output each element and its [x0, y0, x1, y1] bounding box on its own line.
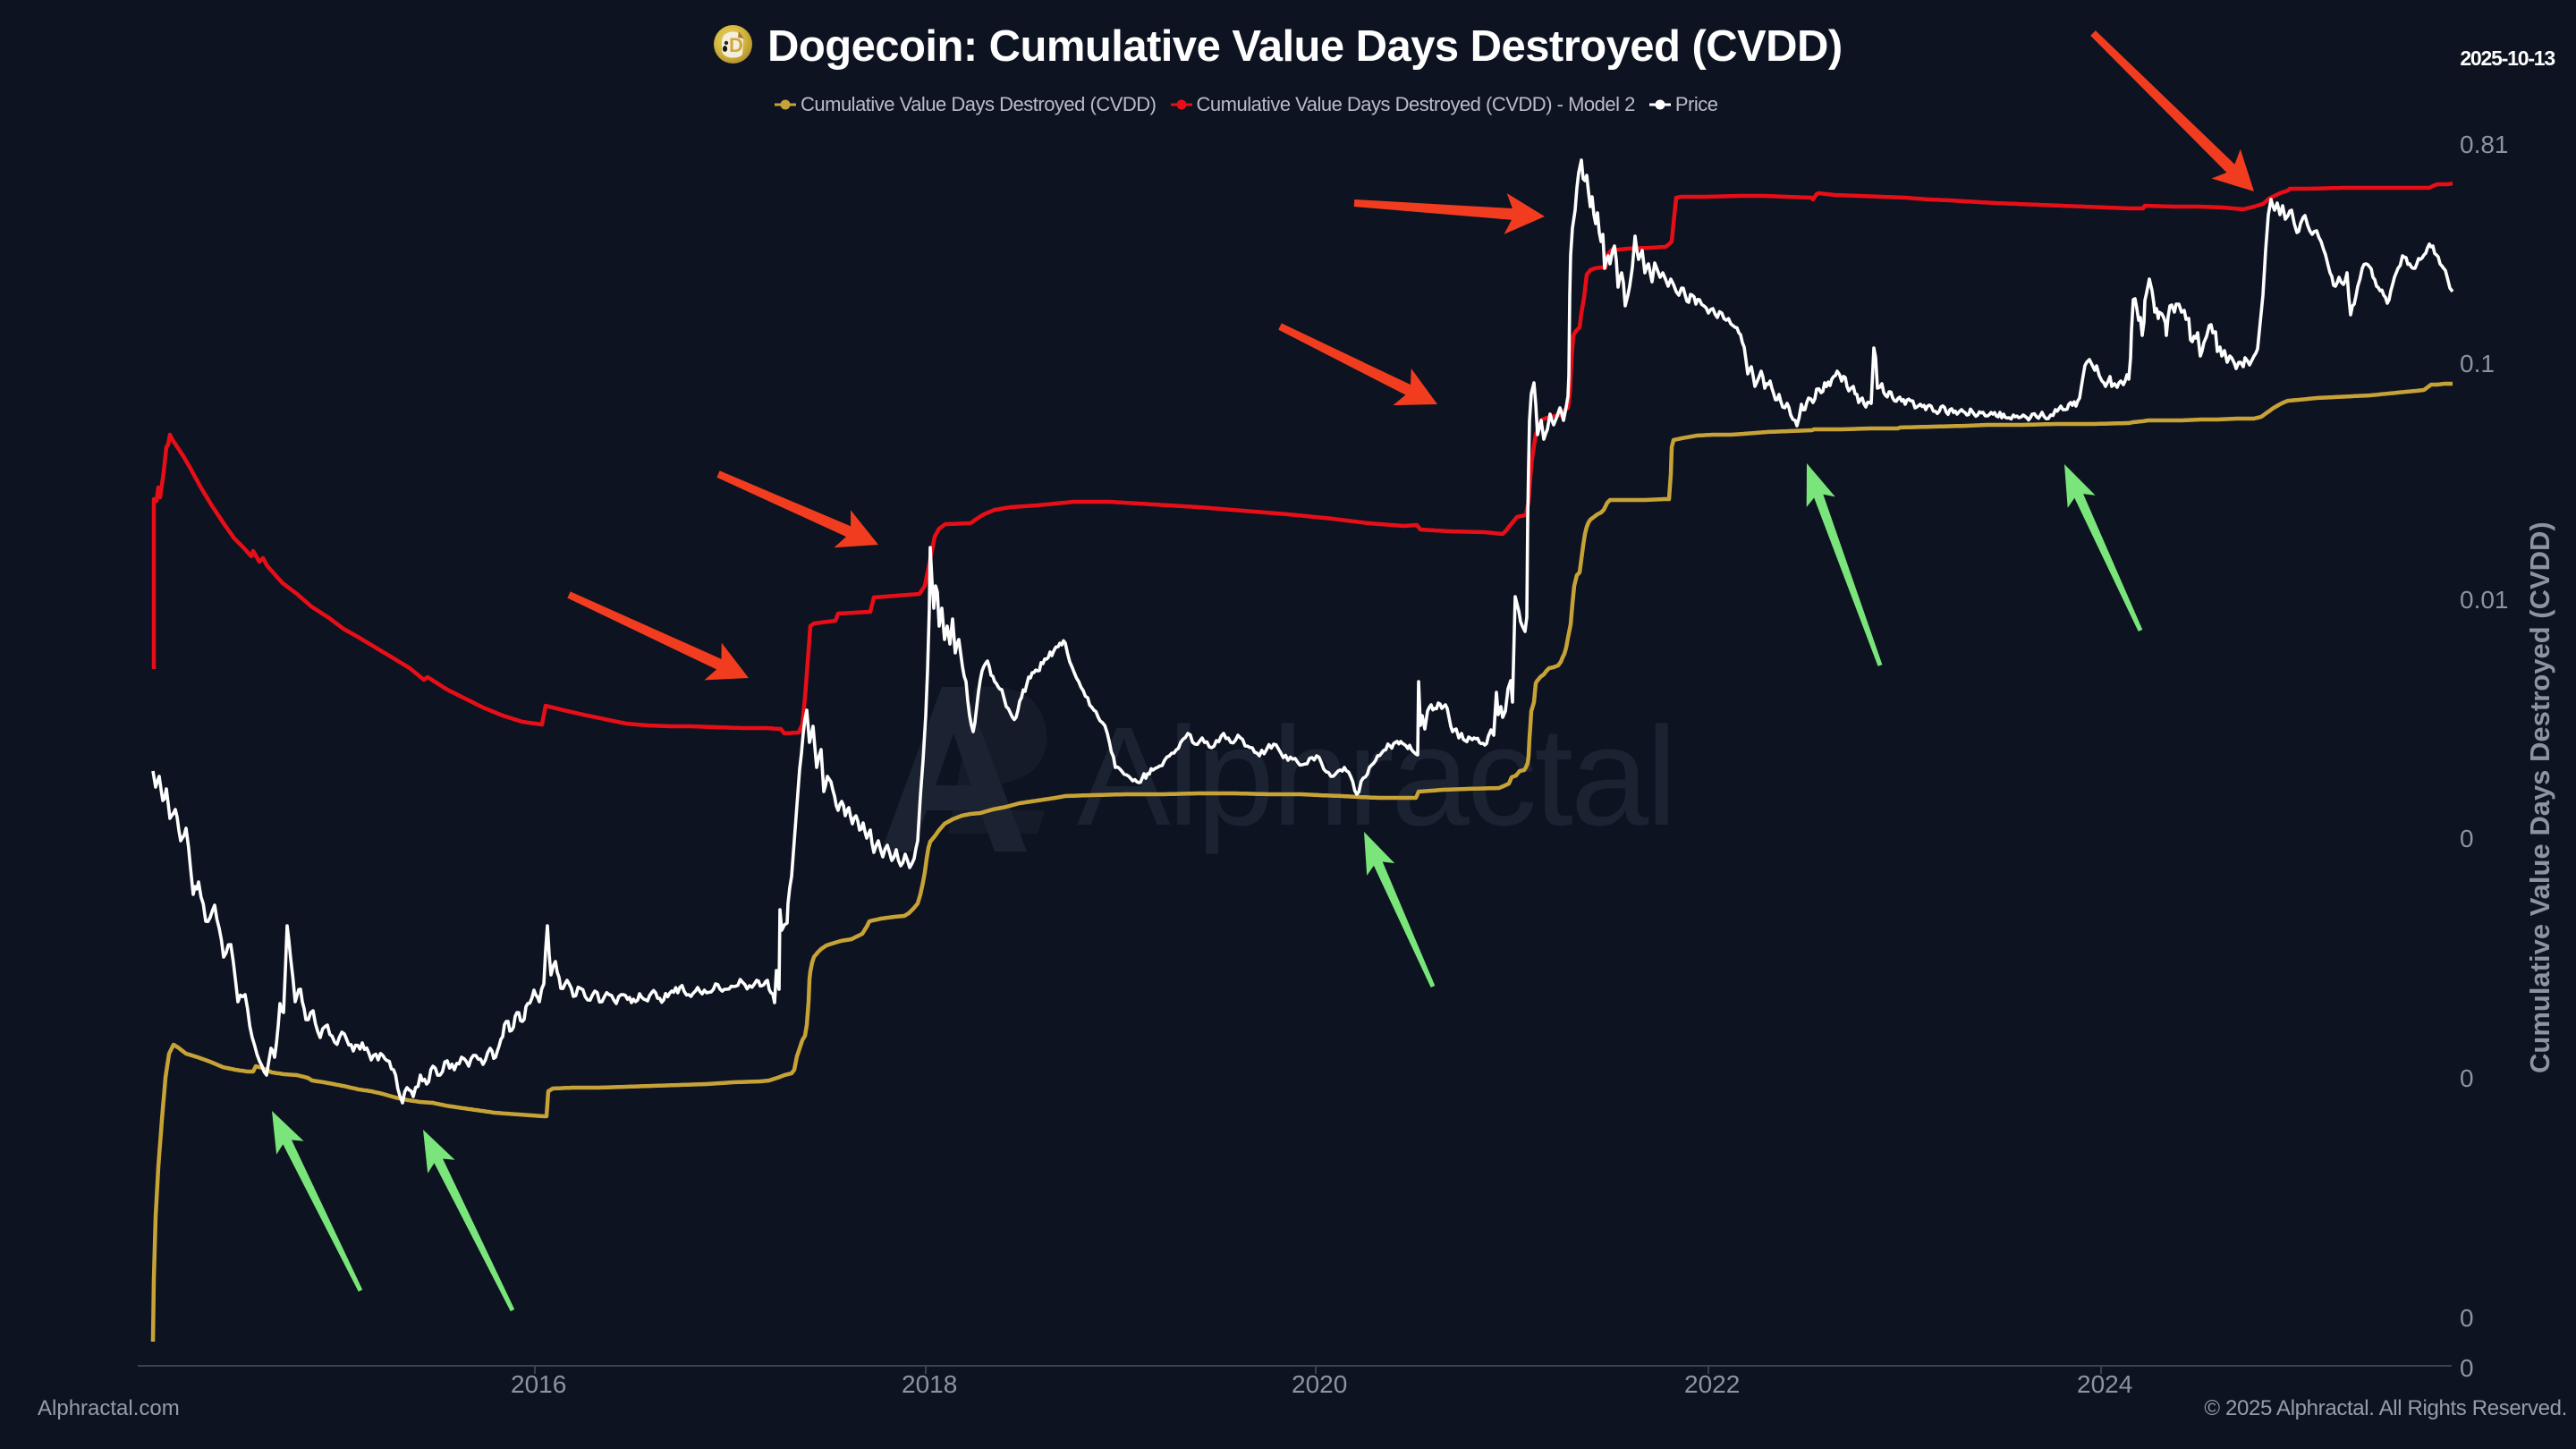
svg-text:D: D: [729, 34, 743, 56]
svg-text:Alphractal: Alphractal: [1077, 699, 1674, 855]
